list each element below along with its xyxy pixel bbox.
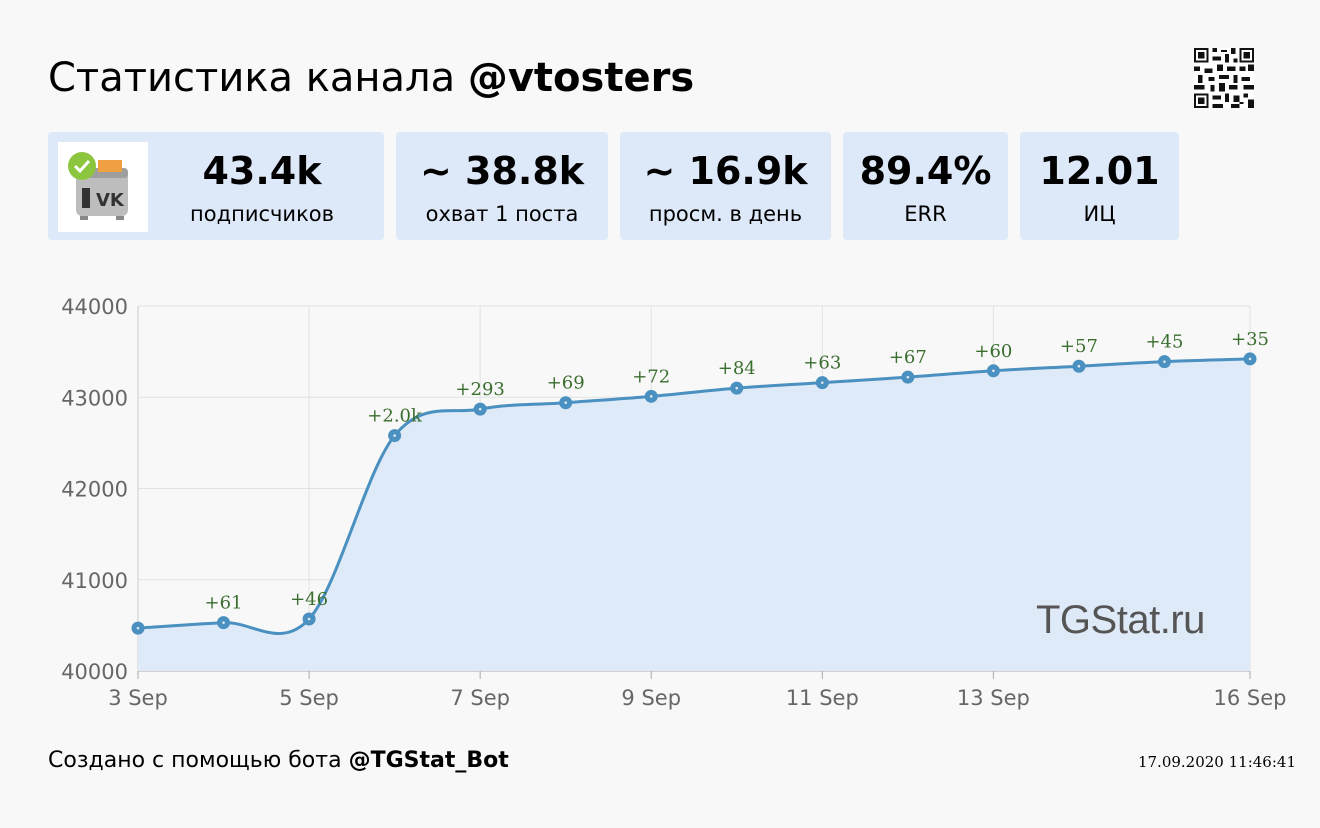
channel-handle: @vtosters (467, 55, 695, 101)
stat-value: ~ 16.9k (643, 149, 808, 193)
title-prefix: Статистика канала (48, 55, 456, 101)
stat-card-daily-views: ~ 16.9k просм. в день (620, 132, 831, 240)
series-area (138, 358, 1250, 671)
x-tick-label: 11 Sep (786, 686, 859, 710)
data-point-center (992, 369, 995, 373)
point-label: +72 (632, 366, 670, 387)
point-label: +67 (889, 347, 927, 368)
data-point-center (906, 375, 910, 379)
y-tick-label: 40000 (61, 660, 128, 684)
footer-prefix: Создано с помощью бота (48, 748, 342, 773)
stat-label: подписчиков (190, 202, 334, 226)
stat-label: просм. в день (648, 202, 803, 226)
stat-card-citation-index: 12.01 ИЦ (1020, 132, 1179, 240)
data-point-center (1248, 357, 1252, 361)
data-point-center (478, 407, 482, 411)
data-point-center (821, 381, 824, 384)
stat-card-reach: ~ 38.8k охват 1 поста (396, 132, 608, 240)
data-point-center (564, 401, 567, 405)
qr-code-icon (1194, 48, 1254, 108)
point-label: +57 (1060, 336, 1098, 357)
x-tick-label: 3 Sep (108, 686, 168, 710)
stat-value: 12.01 (1039, 149, 1160, 193)
x-tick-label: 5 Sep (279, 686, 339, 710)
point-label: +46 (290, 589, 328, 610)
stat-value: 89.4% (859, 149, 992, 193)
y-tick-label: 41000 (61, 569, 128, 593)
timestamp: 17.09.2020 11:46:41 (1137, 753, 1296, 771)
data-point-center (735, 386, 739, 390)
point-label: +293 (455, 379, 504, 400)
y-tick-label: 43000 (61, 386, 128, 410)
channel-avatar: VK (58, 142, 148, 232)
y-tick-label: 44000 (61, 295, 128, 319)
x-tick-label: 9 Sep (621, 686, 681, 710)
stat-label: ИЦ (1083, 202, 1116, 226)
point-label: +60 (974, 341, 1012, 362)
data-point-center (1163, 360, 1166, 363)
data-point-center (649, 395, 653, 398)
point-label: +69 (547, 373, 585, 394)
stat-card-err: 89.4% ERR (843, 132, 1008, 240)
stat-value: 43.4k (202, 149, 322, 193)
stat-label: охват 1 поста (425, 202, 579, 226)
y-tick-label: 42000 (61, 478, 128, 502)
point-label: +84 (718, 358, 756, 379)
data-point-center (393, 434, 396, 437)
stat-card-subscribers: VK 43.4k подписчиков (48, 132, 384, 240)
x-tick-label: 13 Sep (957, 686, 1030, 710)
footer: Создано с помощью бота @TGStat_Bot (48, 746, 509, 776)
data-point-center (1077, 364, 1081, 368)
series-line (137, 357, 1251, 635)
point-label: +63 (803, 353, 841, 374)
stat-label: ERR (904, 202, 947, 226)
svg-text:VK: VK (96, 190, 125, 211)
data-point-center (222, 621, 225, 624)
x-tick-label: 7 Sep (450, 686, 510, 710)
x-tick-label: 16 Sep (1214, 686, 1287, 710)
point-label: +2.0k (367, 406, 423, 427)
point-label: +45 (1145, 332, 1183, 353)
watermark: TGStat.ru (1036, 598, 1205, 642)
point-label: +61 (205, 593, 243, 614)
point-label: +35 (1231, 329, 1269, 350)
data-point-center (136, 626, 140, 630)
bot-link[interactable]: @TGStat_Bot (348, 748, 509, 773)
page-title: Статистика канала @vtosters (48, 52, 694, 104)
stat-value: ~ 38.8k (419, 149, 585, 193)
data-point-center (307, 617, 311, 621)
